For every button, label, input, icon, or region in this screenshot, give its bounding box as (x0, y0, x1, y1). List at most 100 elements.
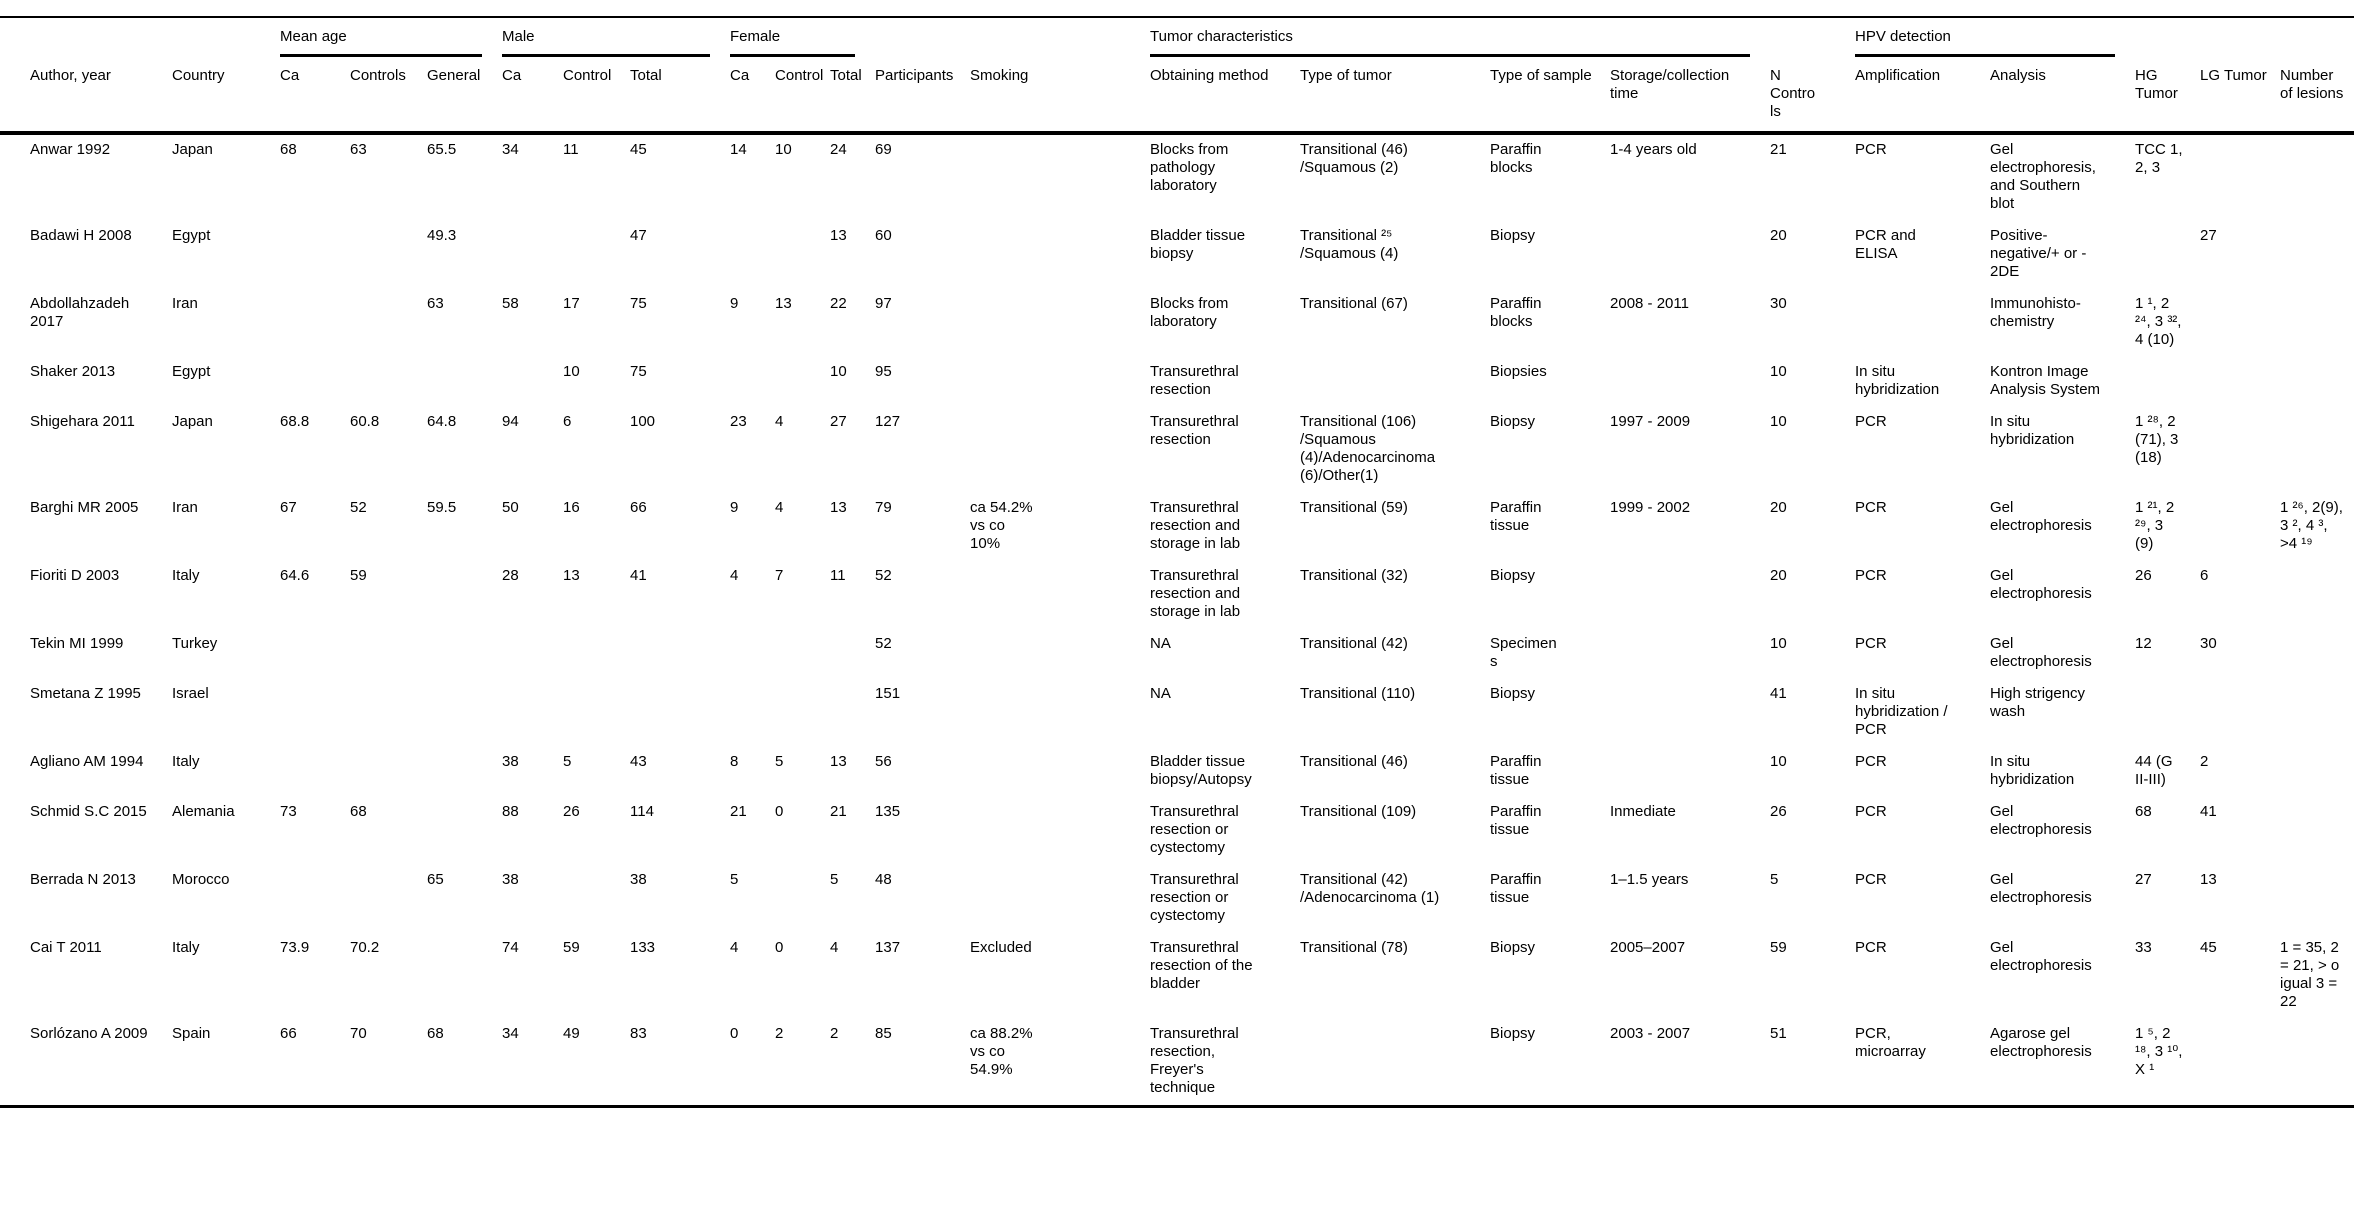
cell-male-control: 26 (563, 803, 580, 820)
cell-lesions (2280, 629, 2354, 679)
cell-lg (2200, 679, 2280, 747)
cell-tumor: Transitional (109) (1300, 803, 1417, 820)
cell-analysis: In situ hybridization (1990, 413, 2075, 448)
cell-lg (2200, 289, 2280, 357)
cell-ncontrols: 20 (1770, 499, 1787, 516)
cell-obtaining: Transurethral resection (1150, 363, 1239, 398)
cell-mean-age-ca (280, 221, 350, 289)
table-row: Shaker 2013 Egypt 10 75 10 95 Transurethral re… (0, 357, 2354, 407)
cell-mean-age-ca: 68.8 (280, 413, 310, 430)
cell-lg (2200, 493, 2280, 561)
cell-country: Egypt (172, 363, 211, 380)
cell-male-ca: 28 (502, 567, 519, 584)
cell-ncontrols: 41 (1770, 685, 1787, 702)
cell-mean-age-ca (280, 679, 350, 747)
cell-sample: Paraffin blocks (1490, 141, 1542, 176)
cell-country: Italy (172, 939, 200, 956)
cell-male-control (563, 865, 630, 933)
cell-male-ca: 88 (502, 803, 519, 820)
cell-country: Turkey (172, 635, 218, 652)
cell-lg (2200, 1019, 2280, 1107)
table-row: Cai T 2011 Italy 73.9 70.2 74 59 133 4 0 4 137 Excl… (0, 933, 2354, 1019)
col-group-spacer-right (2135, 17, 2354, 61)
cell-ncontrols: 10 (1770, 635, 1787, 652)
cell-male-control: 6 (563, 413, 572, 430)
cell-female-total: 2 (830, 1025, 839, 1042)
cell-male-total: 114 (630, 803, 654, 820)
table-row: Shigehara 2011 Japan 68.8 60.8 64.8 94 6 100 23 4… (0, 407, 2354, 493)
cell-lg: 45 (2200, 939, 2217, 956)
cell-female-ca: 8 (730, 753, 739, 770)
cell-smoking (970, 629, 1150, 679)
cell-analysis: Gel electrophoresis (1990, 803, 2092, 838)
cell-lg: 27 (2200, 227, 2217, 244)
cell-male-control: 11 (563, 141, 579, 158)
cell-female-total: 5 (830, 871, 839, 888)
cell-obtaining: Transurethral resection (1150, 413, 1239, 448)
cell-hg (2135, 679, 2200, 747)
cell-female-total: 10 (830, 363, 847, 380)
cell-mean-age-general (427, 357, 502, 407)
cell-male-ca (502, 629, 563, 679)
col-header-author-year: Author, year (0, 61, 172, 135)
cell-author-year: Fioriti D 2003 (30, 567, 120, 584)
table-row: Tekin MI 1999 Turkey 52 NA Transitional (42)… (0, 629, 2354, 679)
cell-mean-age-general (427, 629, 502, 679)
cell-lg: 41 (2200, 803, 2217, 820)
cell-male-total: 83 (630, 1025, 647, 1042)
cell-tumor: Transitional (42) (1300, 635, 1408, 652)
cell-mean-age-controls (350, 865, 427, 933)
col-header-n-controls: N Controls (1770, 61, 1856, 135)
col-header-female-ca: Ca (730, 61, 776, 135)
cell-lesions (2280, 747, 2354, 797)
cell-mean-age-general: 68 (427, 1025, 444, 1042)
cell-amplification: PCR (1855, 871, 1887, 888)
column-group-row: Mean age Male Female Tumor characteristi… (0, 17, 2354, 61)
col-header-lg-tumor: LG Tumor (2200, 61, 2281, 135)
cell-analysis: Kontron Image Analysis System (1990, 363, 2101, 398)
cell-author-year: Sorlózano A 2009 (30, 1025, 148, 1042)
cell-female-ca: 14 (730, 141, 747, 158)
cell-male-control (563, 221, 630, 289)
cell-female-ca: 4 (730, 567, 739, 584)
cell-storage: 1-4 years old (1610, 141, 1697, 158)
cell-male-total: 41 (630, 567, 647, 584)
cell-lesions (2280, 797, 2354, 865)
cell-obtaining: Blocks from laboratory (1150, 295, 1229, 330)
cell-storage: 2005–2007 (1610, 939, 1686, 956)
cell-lg (2200, 407, 2280, 493)
cell-author-year: Anwar 1992 (30, 141, 111, 158)
cell-male-control: 17 (563, 295, 580, 312)
col-group-spacer-mid (875, 17, 1150, 61)
cell-female-total: 13 (830, 753, 847, 770)
cell-female-ca: 23 (730, 413, 747, 430)
table-row: Fioriti D 2003 Italy 64.6 59 28 13 41 4 7 11 52 Tra… (0, 561, 2354, 629)
cell-lg: 13 (2200, 871, 2217, 888)
cell-sample: Biopsy (1490, 685, 1536, 702)
cell-male-control: 16 (563, 499, 580, 516)
cell-hg: 68 (2135, 803, 2152, 820)
cell-lg (2200, 133, 2280, 221)
col-header-mean-age-general: General (427, 61, 502, 135)
cell-country: Japan (172, 413, 213, 430)
cell-obtaining: Transurethral resection, Freyer's techni… (1150, 1025, 1239, 1096)
cell-author-year: Berrada N 2013 (30, 871, 136, 888)
cell-mean-age-ca: 68 (280, 141, 297, 158)
cell-lg (2200, 357, 2280, 407)
cell-obtaining: Transurethral resection or cystectomy (1150, 803, 1239, 856)
cell-amplification: PCR (1855, 635, 1887, 652)
cell-participants: 69 (875, 141, 892, 158)
cell-storage: 1–1.5 years (1610, 871, 1689, 888)
cell-hg: 27 (2135, 871, 2152, 888)
column-header-row: Author, year Country Ca Controls General… (0, 61, 2354, 135)
cell-male-ca (502, 679, 563, 747)
col-header-type-of-tumor: Type of tumor (1300, 61, 1491, 135)
col-group-female: Female (730, 17, 875, 61)
cell-mean-age-ca (280, 357, 350, 407)
cell-mean-age-controls (350, 679, 427, 747)
cell-mean-age-controls (350, 221, 427, 289)
cell-male-ca: 74 (502, 939, 519, 956)
cell-mean-age-ca: 67 (280, 499, 297, 516)
cell-analysis: Gel electrophoresis, and Southern blot (1990, 141, 2096, 212)
col-group-male: Male (502, 17, 730, 61)
